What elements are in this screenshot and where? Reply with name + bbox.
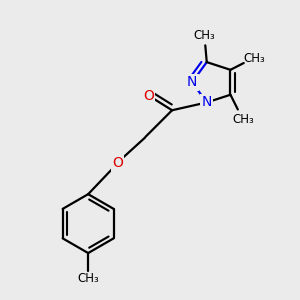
Text: CH₃: CH₃ <box>243 52 265 64</box>
Text: CH₃: CH₃ <box>233 113 255 126</box>
Text: O: O <box>112 156 123 170</box>
Text: O: O <box>143 88 154 103</box>
Text: N: N <box>202 95 212 110</box>
Text: N: N <box>187 75 197 89</box>
Text: CH₃: CH₃ <box>77 272 99 286</box>
Text: CH₃: CH₃ <box>193 29 215 42</box>
